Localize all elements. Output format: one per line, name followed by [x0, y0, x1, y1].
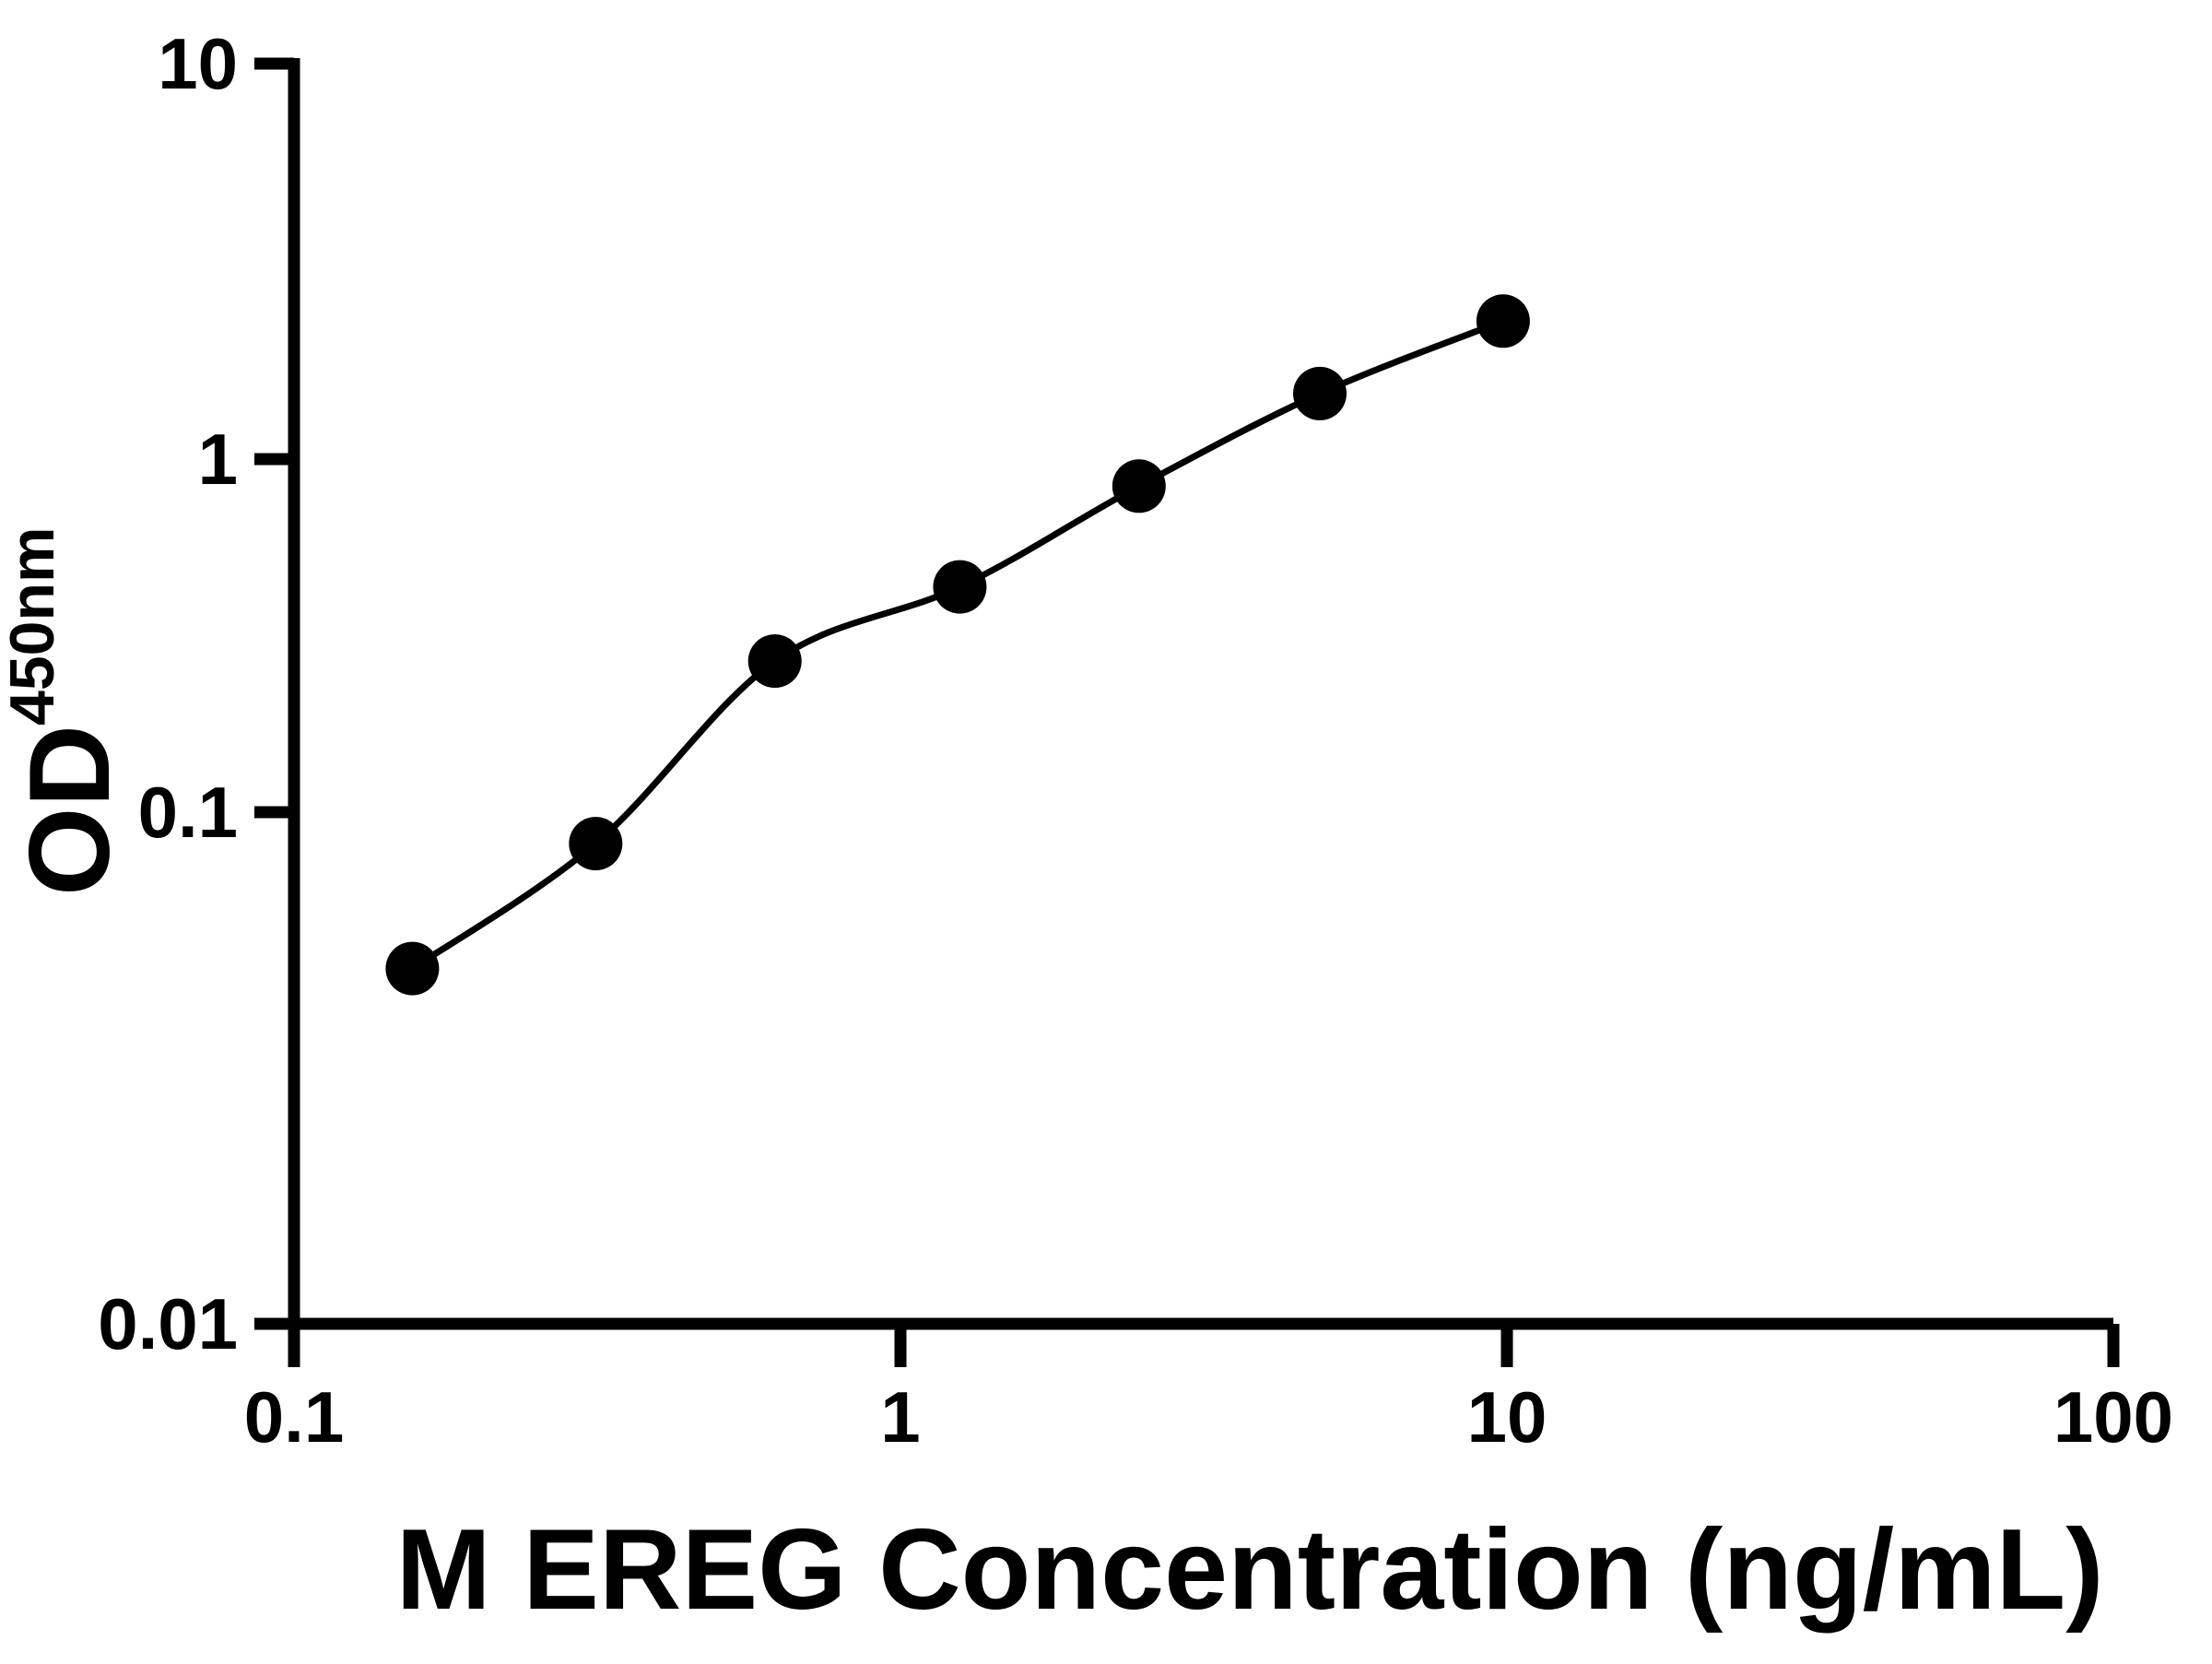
svg-text:0.01: 0.01 — [98, 1283, 238, 1364]
svg-text:0.1: 0.1 — [244, 1376, 344, 1457]
svg-text:0.1: 0.1 — [138, 772, 238, 853]
svg-text:1: 1 — [198, 419, 238, 500]
svg-text:1: 1 — [880, 1376, 920, 1457]
svg-text:450nm: 450nm — [0, 527, 67, 726]
svg-text:100: 100 — [2053, 1376, 2173, 1457]
svg-text:M EREG Concentration (ng/mL): M EREG Concentration (ng/mL) — [395, 1506, 2103, 1634]
svg-text:10: 10 — [1467, 1376, 1547, 1457]
svg-text:OD: OD — [6, 725, 134, 896]
svg-text:10: 10 — [158, 23, 238, 104]
